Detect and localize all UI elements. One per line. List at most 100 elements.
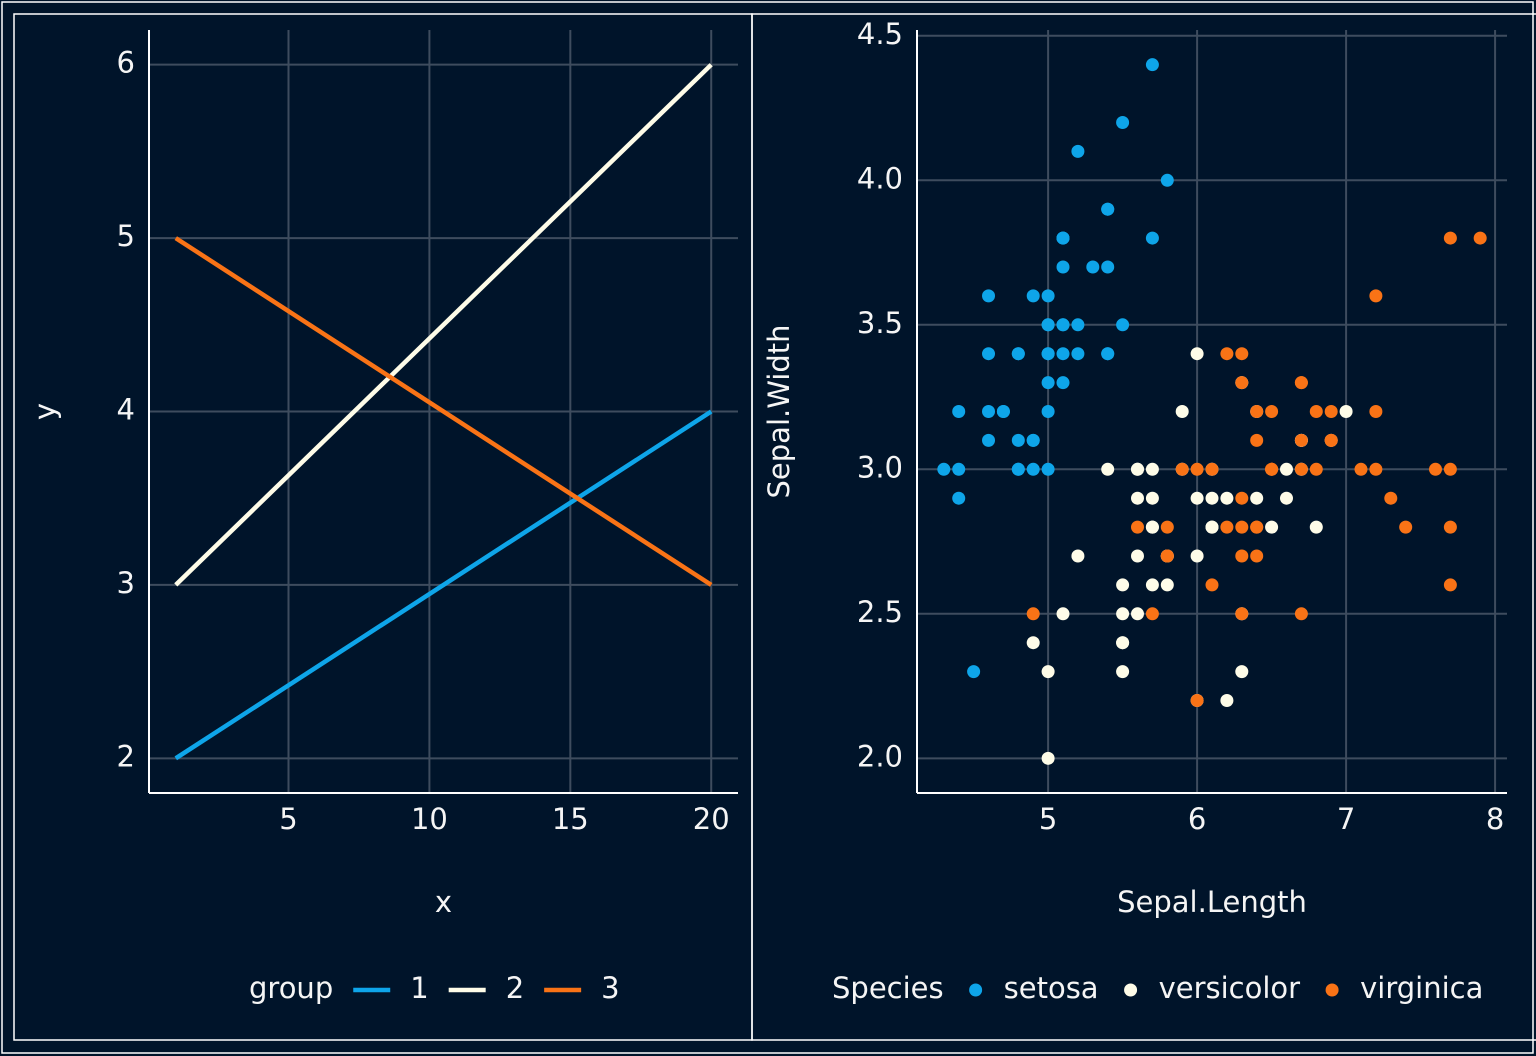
legend-label: 3: [601, 971, 619, 1005]
data-point: [1026, 289, 1040, 303]
legend-label: 2: [506, 971, 524, 1005]
data-point: [1071, 318, 1085, 332]
x-axis-title: x: [435, 885, 452, 919]
panel-border: [751, 13, 1536, 1041]
data-point: [1369, 405, 1383, 418]
data-point: [1250, 491, 1264, 505]
data-point: [1101, 202, 1115, 216]
data-point: [1056, 376, 1070, 390]
data-point: [1220, 694, 1234, 708]
data-point: [1145, 231, 1159, 245]
data-point: [1279, 462, 1293, 476]
y-tick-label: 3.5: [857, 306, 903, 340]
data-point: [1145, 607, 1159, 621]
data-point: [1145, 520, 1159, 534]
legend-title: Species: [832, 971, 944, 1005]
data-point: [1443, 520, 1457, 534]
data-point: [1101, 347, 1115, 361]
data-point: [1324, 405, 1338, 418]
data-point: [937, 462, 951, 476]
data-point: [1354, 462, 1368, 476]
data-point: [982, 347, 996, 361]
data-point: [1041, 751, 1055, 765]
x-tick-label: 20: [693, 802, 730, 836]
data-point: [1160, 520, 1174, 534]
data-point: [1205, 520, 1219, 534]
data-point: [1339, 405, 1353, 418]
data-point: [1443, 462, 1457, 476]
data-point: [967, 665, 981, 679]
data-point: [1235, 520, 1249, 534]
data-point: [1190, 694, 1204, 708]
data-point: [1369, 462, 1383, 476]
data-point: [1235, 607, 1249, 621]
data-point: [1175, 462, 1189, 476]
y-tick-label: 4.5: [857, 17, 903, 51]
data-point: [1116, 665, 1130, 679]
data-point: [1190, 549, 1204, 563]
data-point: [952, 491, 966, 505]
data-line: [174, 63, 713, 587]
data-line: [174, 409, 713, 761]
data-point: [1443, 231, 1457, 245]
legend-label: versicolor: [1159, 971, 1301, 1005]
data-point: [1428, 462, 1442, 476]
y-axis-title: y: [28, 403, 62, 420]
data-point: [1220, 347, 1234, 361]
data-point: [1369, 289, 1383, 303]
data-point: [1116, 636, 1130, 650]
data-point: [1309, 462, 1323, 476]
data-point: [1041, 289, 1055, 303]
data-point: [1011, 347, 1025, 361]
legend-label: 1: [410, 971, 428, 1005]
data-point: [952, 462, 966, 476]
legend-label: virginica: [1360, 971, 1483, 1005]
data-point: [1041, 405, 1055, 418]
data-point: [1384, 491, 1398, 505]
data-point: [1220, 491, 1234, 505]
legend-title: group: [249, 971, 333, 1005]
data-point: [1101, 260, 1115, 274]
data-point: [1205, 462, 1219, 476]
data-point: [982, 405, 996, 418]
y-tick-label: 2: [117, 739, 135, 773]
data-point: [1116, 115, 1130, 129]
data-point: [1101, 462, 1115, 476]
data-point: [1190, 347, 1204, 361]
x-tick-label: 10: [411, 802, 448, 836]
data-point: [1265, 405, 1279, 418]
data-point: [1190, 491, 1204, 505]
data-point: [1086, 260, 1100, 274]
data-point: [1026, 433, 1040, 447]
data-point: [1205, 491, 1219, 505]
data-point: [1235, 665, 1249, 679]
y-tick-label: 3: [117, 566, 135, 600]
data-point: [1235, 376, 1249, 390]
data-point: [1116, 318, 1130, 332]
data-point: [1071, 347, 1085, 361]
data-point: [1220, 520, 1234, 534]
y-axis-title: Sepal.Width: [762, 325, 796, 499]
data-point: [1265, 462, 1279, 476]
data-point: [1324, 433, 1338, 447]
data-point: [1116, 607, 1130, 621]
data-point: [1235, 549, 1249, 563]
y-tick-label: 5: [117, 219, 135, 253]
data-point: [1131, 607, 1145, 621]
data-point: [1026, 462, 1040, 476]
data-point: [1116, 578, 1130, 592]
data-point: [1205, 578, 1219, 592]
data-point: [982, 433, 996, 447]
data-point: [1011, 462, 1025, 476]
data-point: [1131, 549, 1145, 563]
data-point: [1056, 231, 1070, 245]
data-point: [1443, 578, 1457, 592]
data-point: [982, 289, 996, 303]
data-point: [1145, 491, 1159, 505]
data-point: [1131, 520, 1145, 534]
data-line: [174, 236, 713, 587]
data-point: [952, 405, 966, 418]
data-point: [1294, 433, 1308, 447]
legend-key: [1325, 983, 1339, 997]
